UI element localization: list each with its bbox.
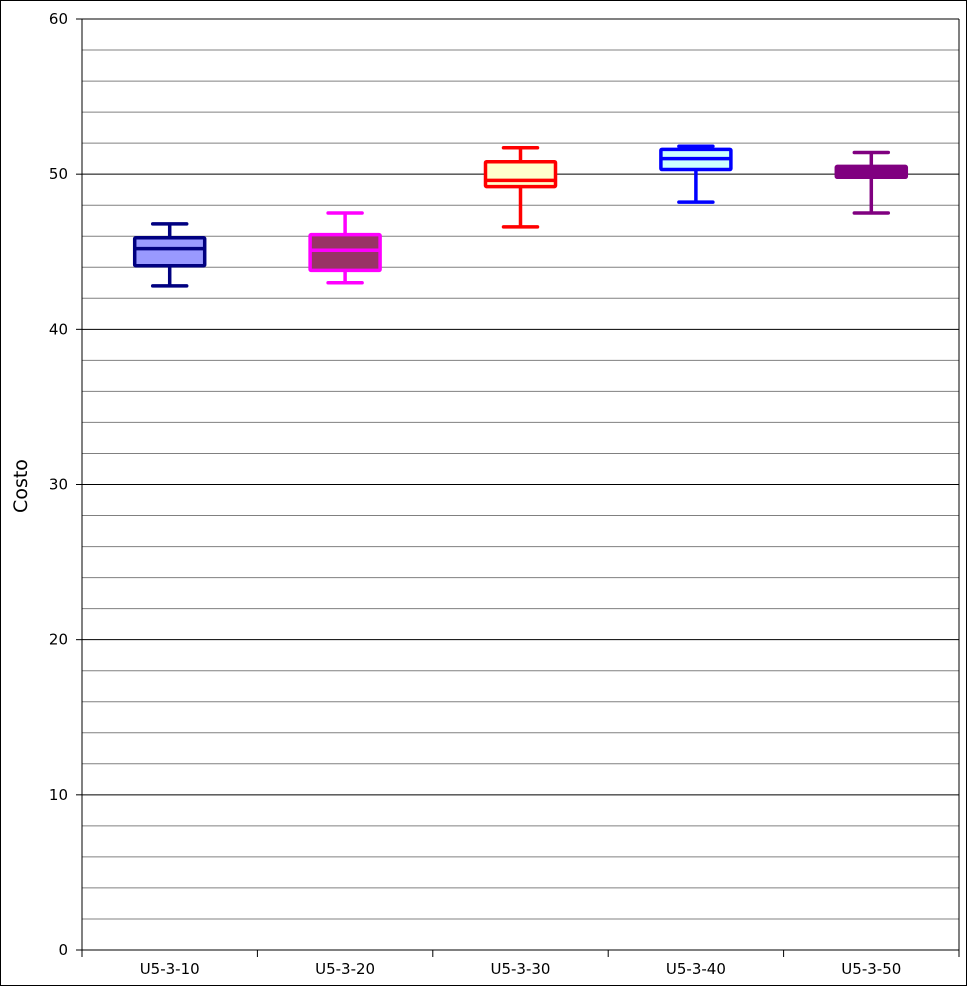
x-tick-label: U5-3-40 bbox=[666, 960, 726, 978]
y-tick-label: 50 bbox=[49, 165, 68, 183]
box-series bbox=[132, 144, 909, 288]
iqr-box bbox=[308, 232, 382, 273]
x-tick-label: U5-3-20 bbox=[315, 960, 375, 978]
y-tick-label: 0 bbox=[58, 941, 68, 959]
axes bbox=[76, 18, 960, 957]
y-tick-label: 60 bbox=[49, 10, 68, 28]
box-u5-3-20 bbox=[308, 211, 382, 285]
x-tick-label: U5-3-10 bbox=[140, 960, 200, 978]
tick-labels: 0 10 20 30 40 50 60 U5-3-10 U5-3-20 U5-3-30 U5-3-4… bbox=[49, 10, 901, 978]
y-tick-label: 10 bbox=[49, 786, 68, 804]
iqr-box bbox=[483, 160, 558, 189]
y-tick-label: 30 bbox=[49, 476, 68, 494]
y-tick-label: 20 bbox=[49, 631, 68, 649]
y-axis-title: Costo bbox=[10, 459, 32, 513]
box-u5-3-50 bbox=[834, 150, 909, 215]
box-u5-3-30 bbox=[483, 146, 558, 229]
y-tick-label: 40 bbox=[49, 320, 68, 338]
x-tick-label: U5-3-30 bbox=[491, 960, 551, 978]
box-u5-3-10 bbox=[132, 222, 207, 288]
x-tick-label: U5-3-50 bbox=[841, 960, 901, 978]
iqr-box bbox=[132, 236, 207, 268]
box-u5-3-40 bbox=[659, 144, 733, 204]
